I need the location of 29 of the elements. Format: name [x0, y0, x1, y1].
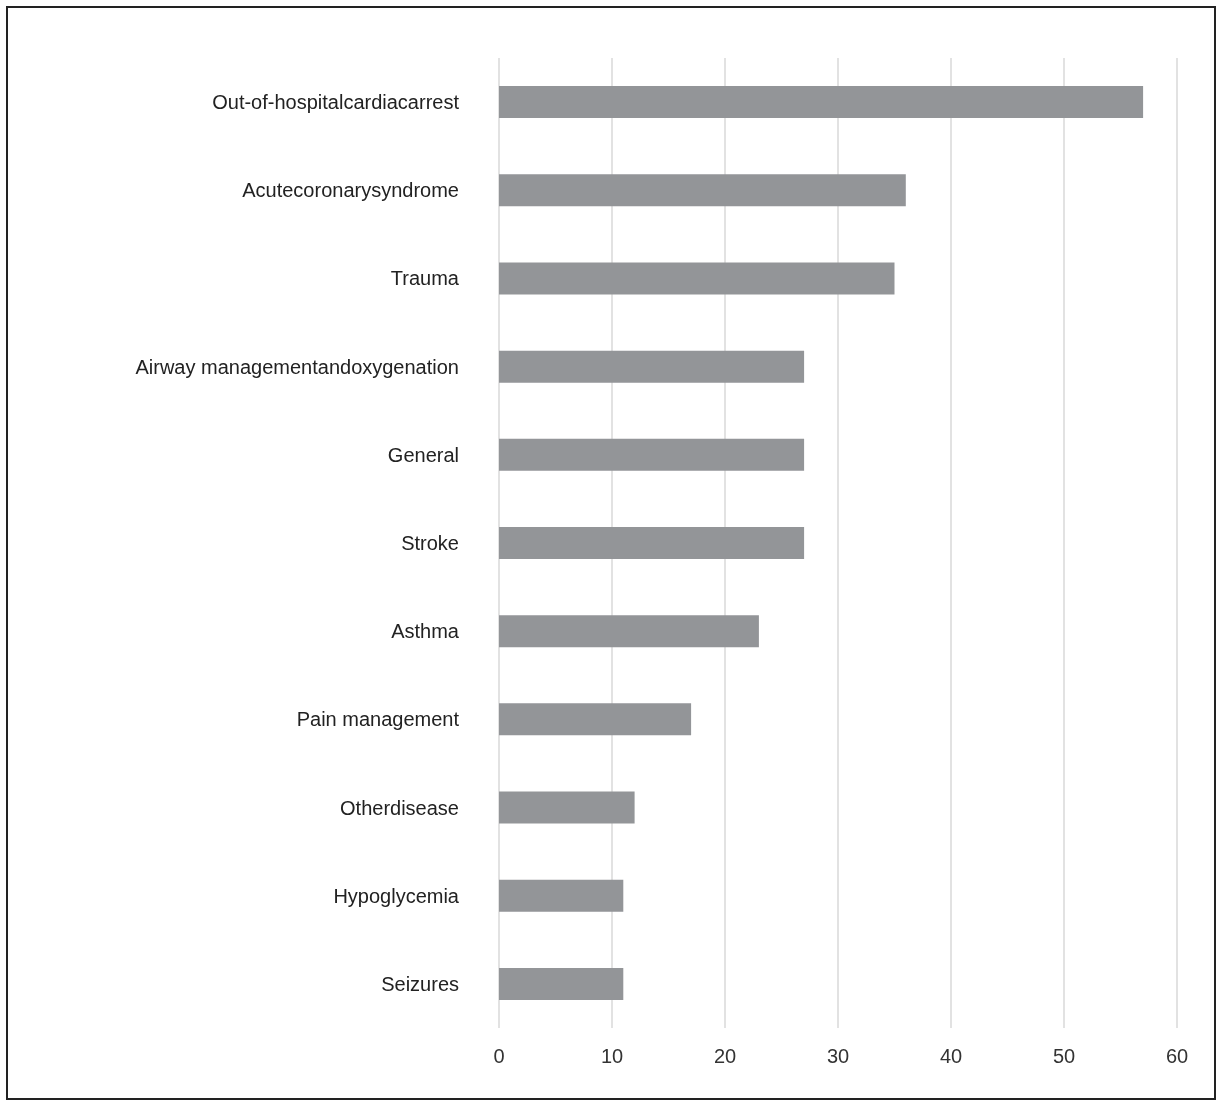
bar: [499, 262, 895, 295]
y-tick-label: Asthma: [391, 620, 460, 643]
y-tick-label: Otherdisease: [340, 796, 459, 819]
bar: [499, 174, 906, 207]
y-tick-label: Hypoglycemia: [333, 884, 460, 907]
bar: [499, 967, 624, 1000]
y-tick-label: Out-of-hospitalcardiacarrest: [212, 91, 460, 114]
x-tick-label: 0: [493, 1045, 505, 1067]
bar: [499, 703, 692, 736]
y-tick-label: Airway managementandoxygenation: [135, 355, 459, 378]
bar: [499, 438, 805, 471]
y-tick-label: Acutecoronarysyndrome: [242, 179, 459, 202]
x-tick-label: 50: [1052, 1045, 1076, 1067]
bar: [499, 879, 624, 912]
x-tick-label: 40: [939, 1045, 963, 1067]
x-tick-label: 30: [826, 1045, 850, 1067]
bar: [499, 86, 1144, 119]
x-tick-label: 60: [1165, 1045, 1189, 1067]
bar: [499, 350, 805, 383]
x-tick-label: 10: [600, 1045, 624, 1067]
y-tick-label: Seizures: [381, 972, 459, 995]
bar: [499, 527, 805, 559]
y-tick-label: Trauma: [390, 267, 460, 290]
x-tick-label: 20: [713, 1045, 737, 1067]
bar: [499, 615, 759, 648]
y-tick-label: Stroke: [401, 532, 459, 554]
bar: [499, 791, 635, 824]
y-tick-label: Pain management: [296, 708, 460, 731]
y-tick-label: General: [387, 443, 459, 466]
